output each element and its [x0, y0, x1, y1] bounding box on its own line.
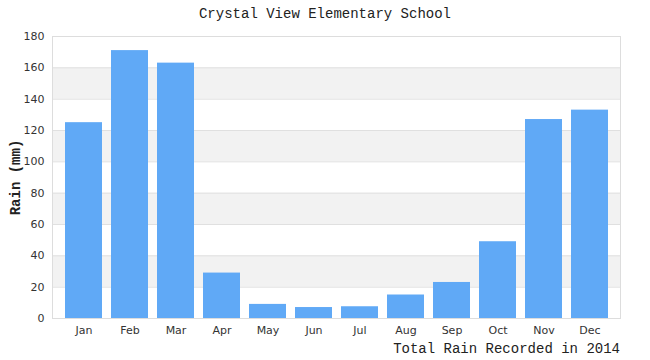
svg-text:140: 140 — [24, 93, 45, 106]
svg-text:160: 160 — [24, 61, 45, 74]
svg-text:Jul: Jul — [352, 324, 366, 337]
svg-text:60: 60 — [31, 218, 45, 231]
svg-text:Jan: Jan — [75, 324, 93, 337]
svg-text:Dec: Dec — [579, 324, 600, 337]
svg-text:40: 40 — [31, 249, 45, 262]
svg-text:Nov: Nov — [533, 324, 555, 337]
svg-text:Sep: Sep — [442, 324, 463, 337]
svg-text:Mar: Mar — [166, 324, 187, 337]
svg-text:120: 120 — [24, 124, 45, 137]
svg-text:Oct: Oct — [488, 324, 508, 337]
svg-text:Rain (mm): Rain (mm) — [8, 140, 24, 216]
svg-text:0: 0 — [38, 312, 45, 325]
html-text:Total Rain Recorded in 2014: Total Rain Recorded in 2014 — [393, 341, 620, 357]
html-text:Crystal View Elementary School: Crystal View Elementary School — [199, 6, 451, 22]
svg-text:180: 180 — [24, 30, 45, 43]
svg-text:100: 100 — [24, 155, 45, 168]
svg-text:Jun: Jun — [304, 324, 322, 337]
svg-text:Feb: Feb — [120, 324, 139, 337]
svg-text:May: May — [257, 324, 280, 337]
svg-text:Aug: Aug — [395, 324, 416, 337]
svg-text:80: 80 — [31, 187, 45, 200]
svg-text:Apr: Apr — [212, 324, 232, 337]
svg-text:20: 20 — [31, 281, 45, 294]
